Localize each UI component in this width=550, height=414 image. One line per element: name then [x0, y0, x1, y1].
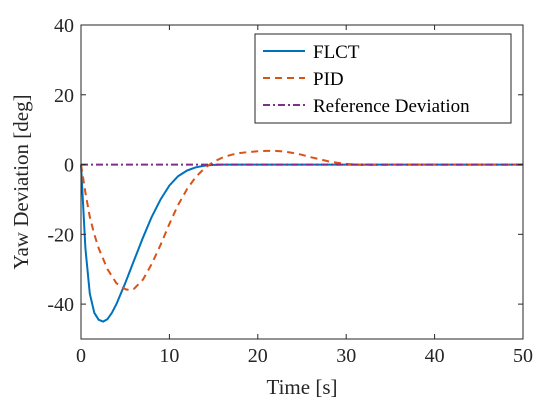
- series-layer: [80, 149, 523, 323]
- x-axis-label: Time [s]: [267, 375, 338, 399]
- legend-label-2: Reference Deviation: [313, 96, 470, 117]
- legend-label-0: FLCT: [313, 42, 360, 63]
- x-tick-label: 30: [336, 345, 356, 367]
- y-tick-label: 0: [64, 155, 74, 177]
- y-tick-label: -20: [47, 224, 74, 246]
- legend-label-1: PID: [313, 69, 344, 90]
- x-tick-label: 40: [425, 345, 445, 367]
- x-tick-label: 20: [248, 345, 268, 367]
- x-tick-label: 0: [76, 345, 86, 367]
- series-line-1: [80, 149, 523, 292]
- legend: FLCT PID Reference Deviation: [254, 33, 512, 124]
- ticks-layer: 0 10 20 30 40 50 -40 -20 0 20 40: [47, 15, 533, 367]
- legend-entries: FLCT PID Reference Deviation: [263, 42, 470, 117]
- x-tick-label: 10: [159, 345, 179, 367]
- y-tick-label: 20: [54, 85, 74, 107]
- x-tick-label: 50: [513, 345, 533, 367]
- y-axis-label: Yaw Deviation [deg]: [9, 94, 33, 269]
- y-tick-label: 40: [54, 15, 74, 37]
- y-tick-label: -40: [47, 294, 74, 316]
- plot-frame: [80, 24, 524, 340]
- legend-box: [254, 33, 512, 124]
